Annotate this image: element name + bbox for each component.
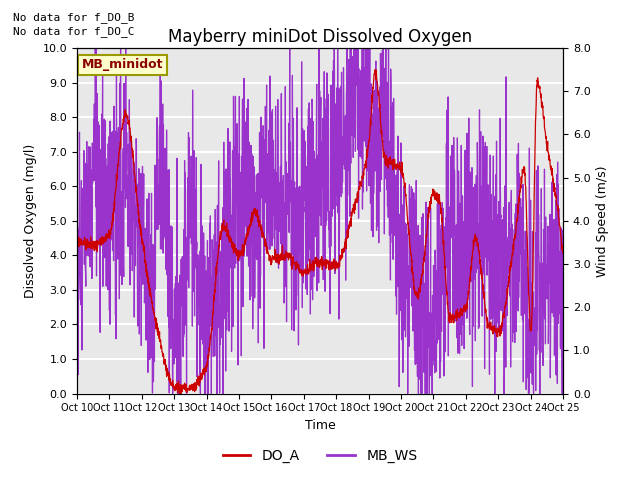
Y-axis label: Dissolved Oxygen (mg/l): Dissolved Oxygen (mg/l) — [24, 144, 37, 298]
Text: MB_minidot: MB_minidot — [82, 59, 163, 72]
Legend: DO_A, MB_WS: DO_A, MB_WS — [217, 443, 423, 468]
Text: No data for f_DO_B: No data for f_DO_B — [13, 12, 134, 23]
Text: No data for f_DO_C: No data for f_DO_C — [13, 26, 134, 37]
X-axis label: Time: Time — [305, 419, 335, 432]
Y-axis label: Wind Speed (m/s): Wind Speed (m/s) — [596, 165, 609, 276]
Title: Mayberry miniDot Dissolved Oxygen: Mayberry miniDot Dissolved Oxygen — [168, 28, 472, 47]
